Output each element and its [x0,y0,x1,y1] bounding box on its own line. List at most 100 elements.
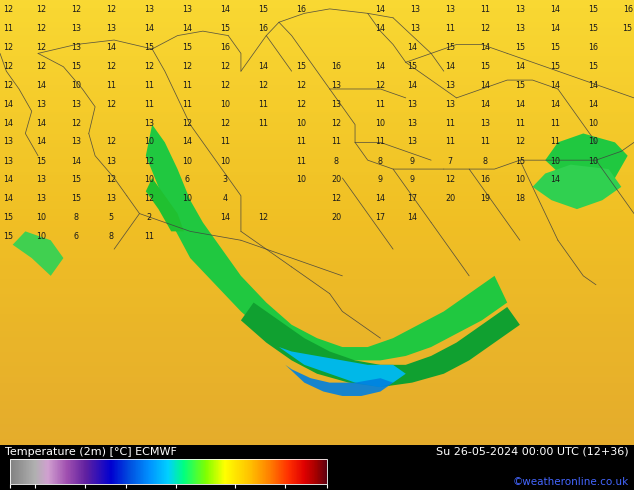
Text: 11: 11 [296,137,306,147]
Text: 11: 11 [480,137,490,147]
Text: 15: 15 [3,213,13,222]
Text: 13: 13 [144,5,154,14]
Text: 15: 15 [36,157,46,166]
Text: 15: 15 [588,24,598,33]
Text: 12: 12 [36,5,46,14]
Text: 10: 10 [296,119,306,128]
Polygon shape [146,124,507,360]
Text: 11: 11 [331,137,341,147]
Text: 14: 14 [407,213,417,222]
Text: 14: 14 [71,157,81,166]
Text: 15: 15 [588,5,598,14]
Polygon shape [146,178,184,231]
Text: 18: 18 [515,195,525,203]
Text: 14: 14 [106,43,116,52]
Text: 11: 11 [445,137,455,147]
Text: 14: 14 [375,195,385,203]
Text: 8: 8 [333,157,339,166]
Text: 16: 16 [480,175,490,184]
Text: 14: 14 [515,99,525,109]
Text: 8: 8 [378,157,383,166]
Text: 8: 8 [74,213,79,222]
Text: 14: 14 [144,24,154,33]
Text: 9: 9 [378,175,383,184]
Text: 11: 11 [550,119,560,128]
Text: 13: 13 [407,137,417,147]
Text: 11: 11 [182,99,192,109]
Text: 12: 12 [144,195,154,203]
Text: 13: 13 [3,157,13,166]
Text: Su 26-05-2024 00:00 UTC (12+36): Su 26-05-2024 00:00 UTC (12+36) [436,447,629,457]
Text: 9: 9 [410,175,415,184]
Text: 14: 14 [375,5,385,14]
Text: 12: 12 [182,62,192,71]
Text: 13: 13 [71,137,81,147]
Text: 11: 11 [550,137,560,147]
Text: 14: 14 [550,5,560,14]
Text: 14: 14 [3,99,13,109]
Text: 12: 12 [106,62,116,71]
Text: 14: 14 [220,5,230,14]
Text: 7: 7 [448,157,453,166]
Text: 13: 13 [106,24,116,33]
Text: 13: 13 [106,195,116,203]
Text: 14: 14 [550,24,560,33]
Text: 13: 13 [144,119,154,128]
Text: 14: 14 [480,99,490,109]
Text: 15: 15 [588,62,598,71]
Text: 15: 15 [550,43,560,52]
Text: 17: 17 [375,213,385,222]
Text: 10: 10 [144,175,154,184]
Text: 15: 15 [550,62,560,71]
Text: 10: 10 [182,157,192,166]
Text: 15: 15 [258,5,268,14]
Text: 11: 11 [375,99,385,109]
Text: 8: 8 [108,232,113,241]
Text: 13: 13 [331,81,341,90]
Text: 11: 11 [445,119,455,128]
Text: 12: 12 [3,5,13,14]
Text: 14: 14 [3,175,13,184]
Text: 12: 12 [258,213,268,222]
Text: 17: 17 [407,195,417,203]
Text: 14: 14 [588,99,598,109]
Text: 13: 13 [410,24,420,33]
Text: 16: 16 [258,24,268,33]
Text: 13: 13 [410,5,420,14]
Text: 14: 14 [220,213,230,222]
Text: 13: 13 [445,5,455,14]
Text: 16: 16 [331,62,341,71]
Text: 10: 10 [375,119,385,128]
Text: 12: 12 [296,81,306,90]
Text: 2: 2 [146,213,152,222]
Text: 11: 11 [375,137,385,147]
Text: 14: 14 [36,81,46,90]
Text: 12: 12 [480,24,490,33]
Text: 13: 13 [331,99,341,109]
Text: 15: 15 [71,175,81,184]
Text: 14: 14 [182,137,192,147]
Text: 15: 15 [3,232,13,241]
Text: 12: 12 [182,119,192,128]
Text: 10: 10 [588,119,598,128]
Text: 3: 3 [223,175,228,184]
Text: 12: 12 [3,62,13,71]
Text: 11: 11 [445,24,455,33]
Text: 12: 12 [36,24,46,33]
Text: 13: 13 [480,119,490,128]
Text: 12: 12 [3,43,13,52]
Text: 14: 14 [375,24,385,33]
Text: 13: 13 [71,99,81,109]
Text: 6: 6 [74,232,79,241]
Text: 12: 12 [515,137,525,147]
Text: 13: 13 [106,157,116,166]
Text: 12: 12 [106,175,116,184]
Text: 10: 10 [515,175,525,184]
Text: 20: 20 [331,175,341,184]
Text: 12: 12 [144,157,154,166]
Text: 10: 10 [220,99,230,109]
Text: 11: 11 [144,81,154,90]
Text: 15: 15 [220,24,230,33]
Polygon shape [13,231,63,276]
Text: Temperature (2m) [°C] ECMWF: Temperature (2m) [°C] ECMWF [5,447,177,457]
